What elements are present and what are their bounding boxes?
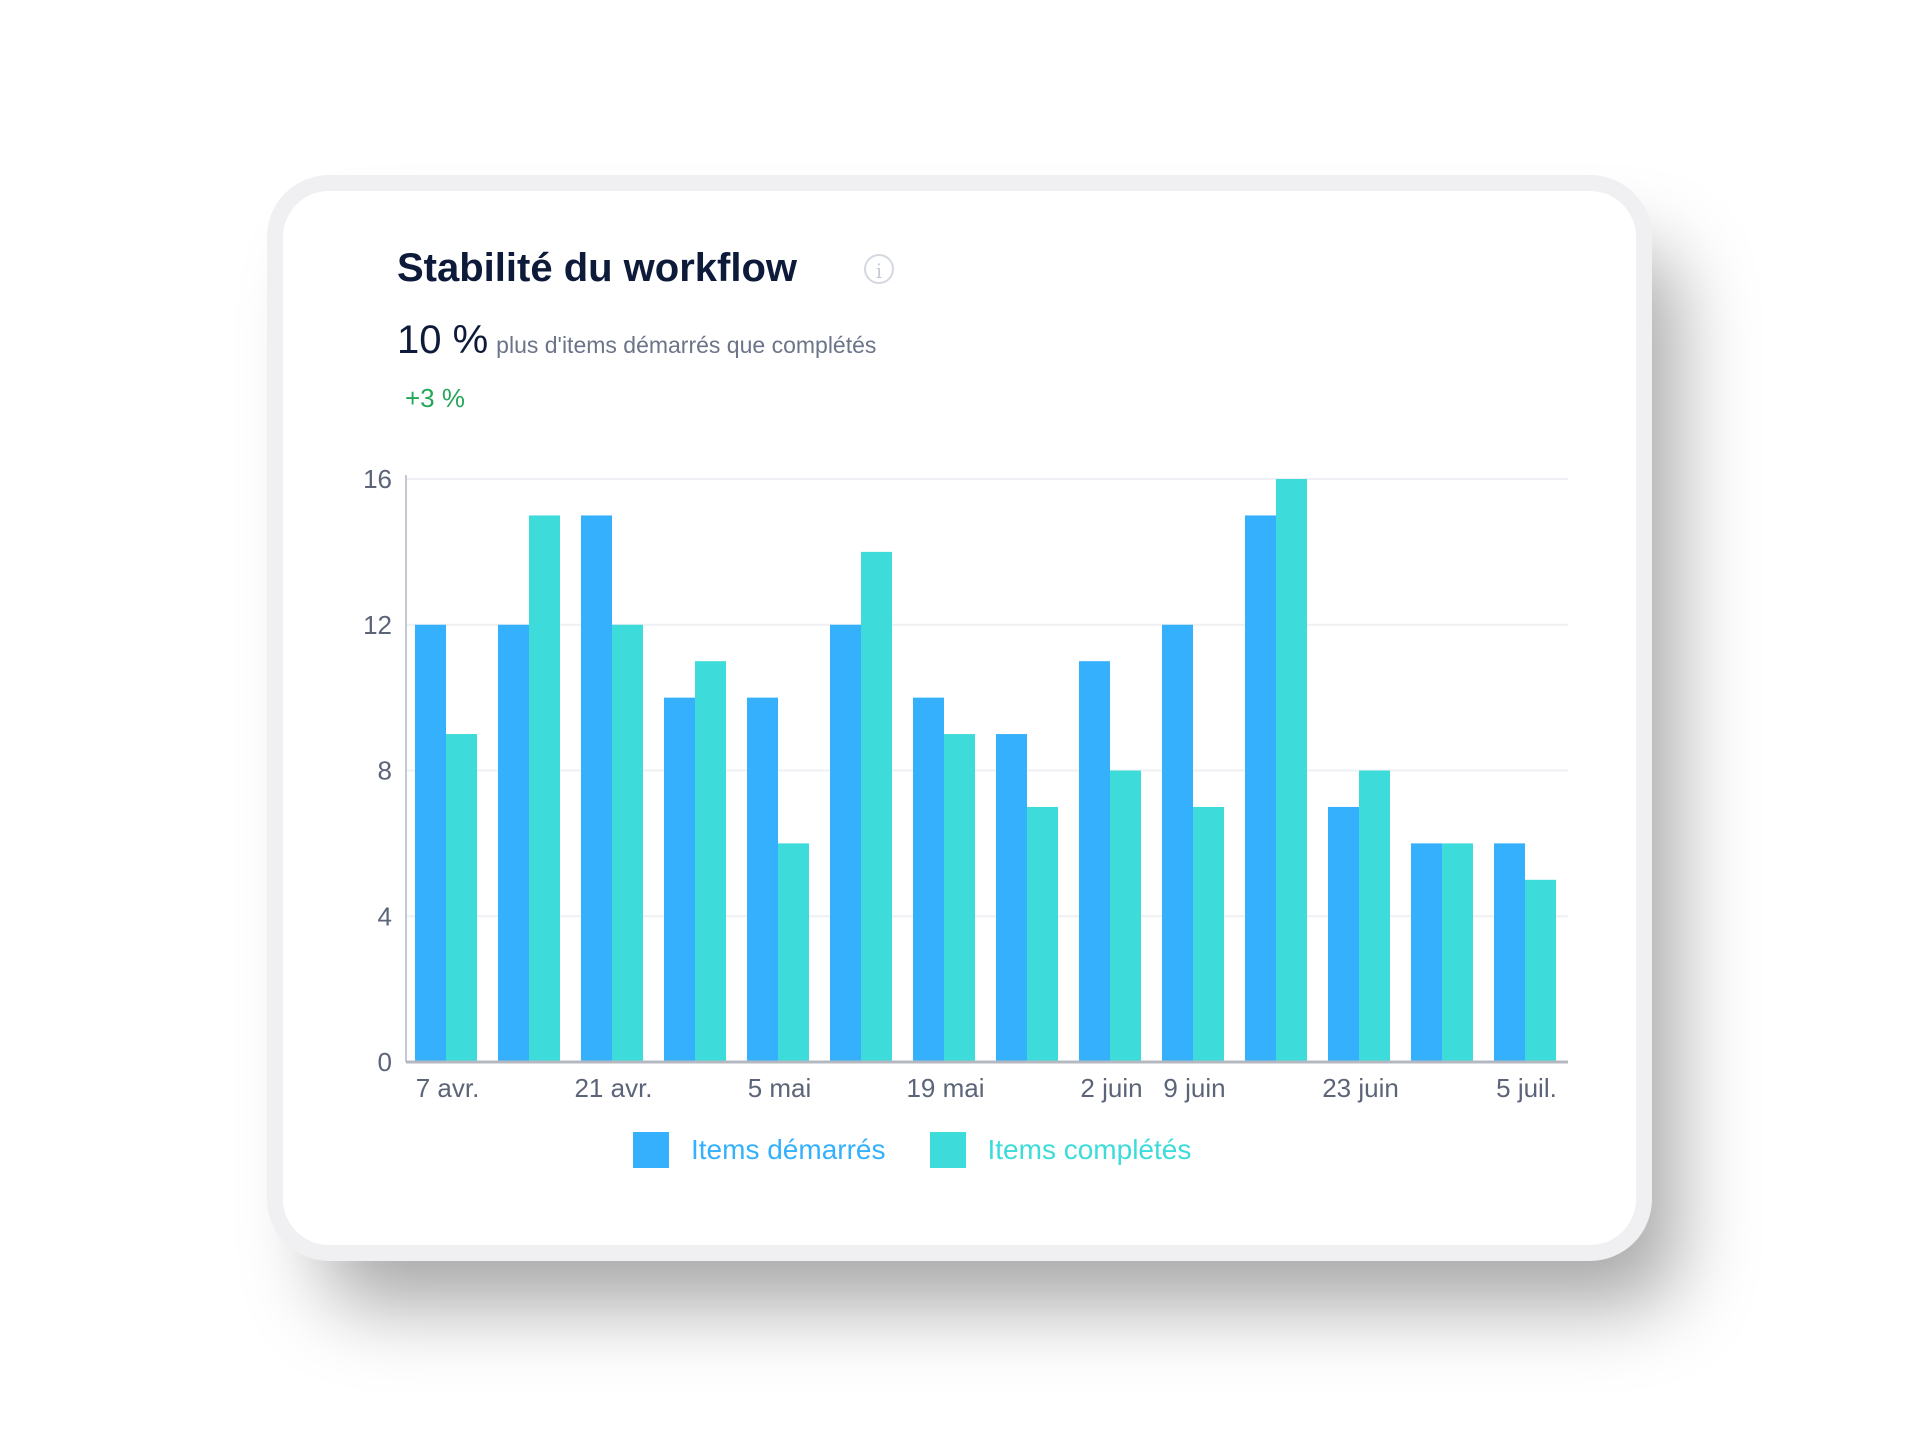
legend-label-completed: Items complétés: [987, 1134, 1192, 1165]
x-tick-label: 7 avr.: [416, 1073, 480, 1103]
bar-completed: [1442, 843, 1473, 1062]
bar-completed: [695, 661, 726, 1062]
y-tick-label: 16: [363, 464, 392, 494]
bar-completed: [1525, 879, 1556, 1062]
y-tick-label: 12: [363, 610, 392, 640]
bar-completed: [1276, 479, 1307, 1062]
legend-swatch-completed: [929, 1132, 966, 1168]
bar-started: [1245, 515, 1276, 1062]
bar-started: [1411, 843, 1442, 1062]
bar-started: [664, 697, 695, 1062]
legend-swatch-started: [633, 1132, 669, 1168]
x-tick-label: 5 mai: [748, 1073, 812, 1103]
info-icon[interactable]: i: [864, 254, 894, 284]
bar-completed: [446, 734, 477, 1062]
bar-started: [1494, 843, 1525, 1062]
kpi-value: 10 %: [397, 318, 489, 362]
bar-started: [1079, 661, 1110, 1062]
bar-started: [581, 515, 612, 1062]
bar-completed: [778, 843, 809, 1062]
bar-completed: [861, 551, 892, 1062]
bar-completed: [1193, 806, 1224, 1062]
bar-completed: [529, 515, 560, 1062]
bar-started: [747, 697, 778, 1062]
card-title: Stabilité du workflow: [397, 246, 798, 290]
y-tick-label: 0: [378, 1047, 392, 1077]
x-tick-label: 21 avr.: [574, 1073, 652, 1103]
bar-started: [415, 624, 446, 1062]
x-tick-label: 19 mai: [906, 1073, 984, 1103]
bar-completed: [1110, 770, 1141, 1062]
y-tick-label: 4: [378, 901, 392, 931]
delta-badge: +3 %: [405, 383, 465, 413]
bar-started: [1162, 624, 1193, 1062]
legend-item-completed[interactable]: Items complétés: [929, 1132, 1192, 1168]
kpi-description: plus d'items démarrés que complétés: [496, 332, 877, 358]
bar-completed: [944, 734, 975, 1062]
x-tick-label: 23 juin: [1322, 1073, 1399, 1103]
legend-label-started: Items démarrés: [691, 1134, 886, 1165]
y-tick-label: 8: [378, 756, 392, 786]
x-tick-label: 2 juin: [1080, 1073, 1142, 1103]
x-tick-label: 5 juil.: [1496, 1073, 1557, 1103]
bar-started: [1328, 806, 1359, 1062]
legend-item-started[interactable]: Items démarrés: [633, 1132, 886, 1168]
bar-completed: [1027, 806, 1058, 1062]
x-tick-label: 9 juin: [1163, 1073, 1225, 1103]
bar-started: [996, 734, 1027, 1062]
bar-completed: [612, 624, 643, 1062]
kpi: 10 % plus d'items démarrés que complétés: [397, 318, 876, 363]
bar-completed: [1359, 770, 1390, 1062]
bar-started: [498, 624, 529, 1062]
bar-started: [913, 697, 944, 1062]
legend: Items démarrés Items complétés: [633, 1132, 1235, 1168]
bar-started: [830, 624, 861, 1062]
